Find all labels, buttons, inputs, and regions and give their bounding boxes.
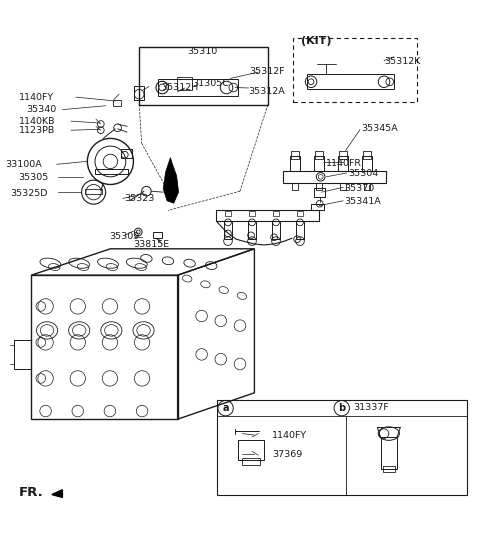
Text: 35310: 35310 bbox=[187, 47, 217, 56]
Text: 35312K: 35312K bbox=[384, 57, 420, 66]
Bar bbox=[216, 211, 319, 221]
Bar bbox=[381, 437, 397, 468]
Text: 35325D: 35325D bbox=[11, 189, 48, 198]
Text: 35304: 35304 bbox=[348, 169, 378, 178]
Bar bbox=[113, 100, 121, 106]
Bar bbox=[225, 211, 231, 216]
Bar bbox=[158, 79, 238, 96]
Bar bbox=[364, 183, 370, 190]
Text: 35312H: 35312H bbox=[161, 84, 198, 93]
Bar bbox=[383, 466, 395, 472]
Bar bbox=[340, 183, 346, 190]
Text: FR.: FR. bbox=[19, 486, 44, 499]
Bar bbox=[362, 156, 372, 170]
Bar bbox=[153, 232, 162, 238]
Bar bbox=[314, 156, 324, 170]
Bar bbox=[290, 156, 300, 170]
Bar bbox=[238, 440, 264, 460]
Text: 1123PB: 1123PB bbox=[19, 126, 56, 135]
Bar bbox=[339, 151, 347, 159]
Bar bbox=[95, 169, 128, 174]
Bar bbox=[224, 221, 232, 239]
Text: 1140FY: 1140FY bbox=[19, 93, 54, 102]
Bar bbox=[363, 151, 371, 159]
Bar bbox=[139, 47, 268, 105]
Text: 33100A: 33100A bbox=[5, 160, 42, 169]
Text: 31337F: 31337F bbox=[353, 403, 388, 412]
Bar bbox=[121, 149, 132, 158]
Bar bbox=[177, 77, 192, 91]
Bar bbox=[316, 183, 322, 190]
Text: 35312F: 35312F bbox=[250, 66, 285, 76]
Text: b: b bbox=[338, 403, 345, 413]
Text: 37369: 37369 bbox=[272, 450, 302, 459]
Text: 31305C: 31305C bbox=[192, 79, 229, 88]
Text: 35323: 35323 bbox=[124, 194, 154, 203]
Polygon shape bbox=[52, 490, 62, 497]
Text: a: a bbox=[222, 403, 229, 413]
Text: 35340: 35340 bbox=[26, 105, 57, 114]
Bar bbox=[314, 188, 325, 197]
Text: 35341A: 35341A bbox=[345, 197, 382, 206]
Bar bbox=[273, 211, 279, 216]
Text: 1140KB: 1140KB bbox=[19, 117, 56, 126]
Bar bbox=[283, 170, 386, 183]
Polygon shape bbox=[163, 158, 179, 203]
Bar bbox=[85, 189, 102, 194]
Bar bbox=[272, 221, 280, 239]
Bar bbox=[315, 151, 323, 159]
Bar bbox=[297, 211, 303, 216]
Text: 35305: 35305 bbox=[18, 173, 48, 182]
Bar bbox=[307, 74, 394, 90]
Bar bbox=[242, 458, 260, 465]
Bar bbox=[249, 211, 255, 216]
Text: 35312A: 35312A bbox=[249, 87, 286, 96]
Bar bbox=[248, 221, 256, 239]
Text: 33815E: 33815E bbox=[133, 241, 169, 249]
Bar bbox=[293, 38, 417, 102]
Bar bbox=[338, 156, 348, 170]
Text: 35370: 35370 bbox=[345, 184, 375, 193]
Text: 35345A: 35345A bbox=[361, 124, 398, 133]
Text: 35309: 35309 bbox=[109, 232, 140, 241]
Bar bbox=[292, 183, 298, 190]
Bar bbox=[311, 204, 324, 211]
Bar bbox=[296, 221, 304, 239]
Text: 1140FY: 1140FY bbox=[272, 430, 307, 440]
Bar bbox=[134, 86, 144, 100]
Text: (KIT): (KIT) bbox=[301, 36, 332, 47]
Text: 1140FR: 1140FR bbox=[326, 159, 362, 168]
Bar bbox=[291, 151, 299, 159]
Bar bbox=[217, 399, 467, 495]
